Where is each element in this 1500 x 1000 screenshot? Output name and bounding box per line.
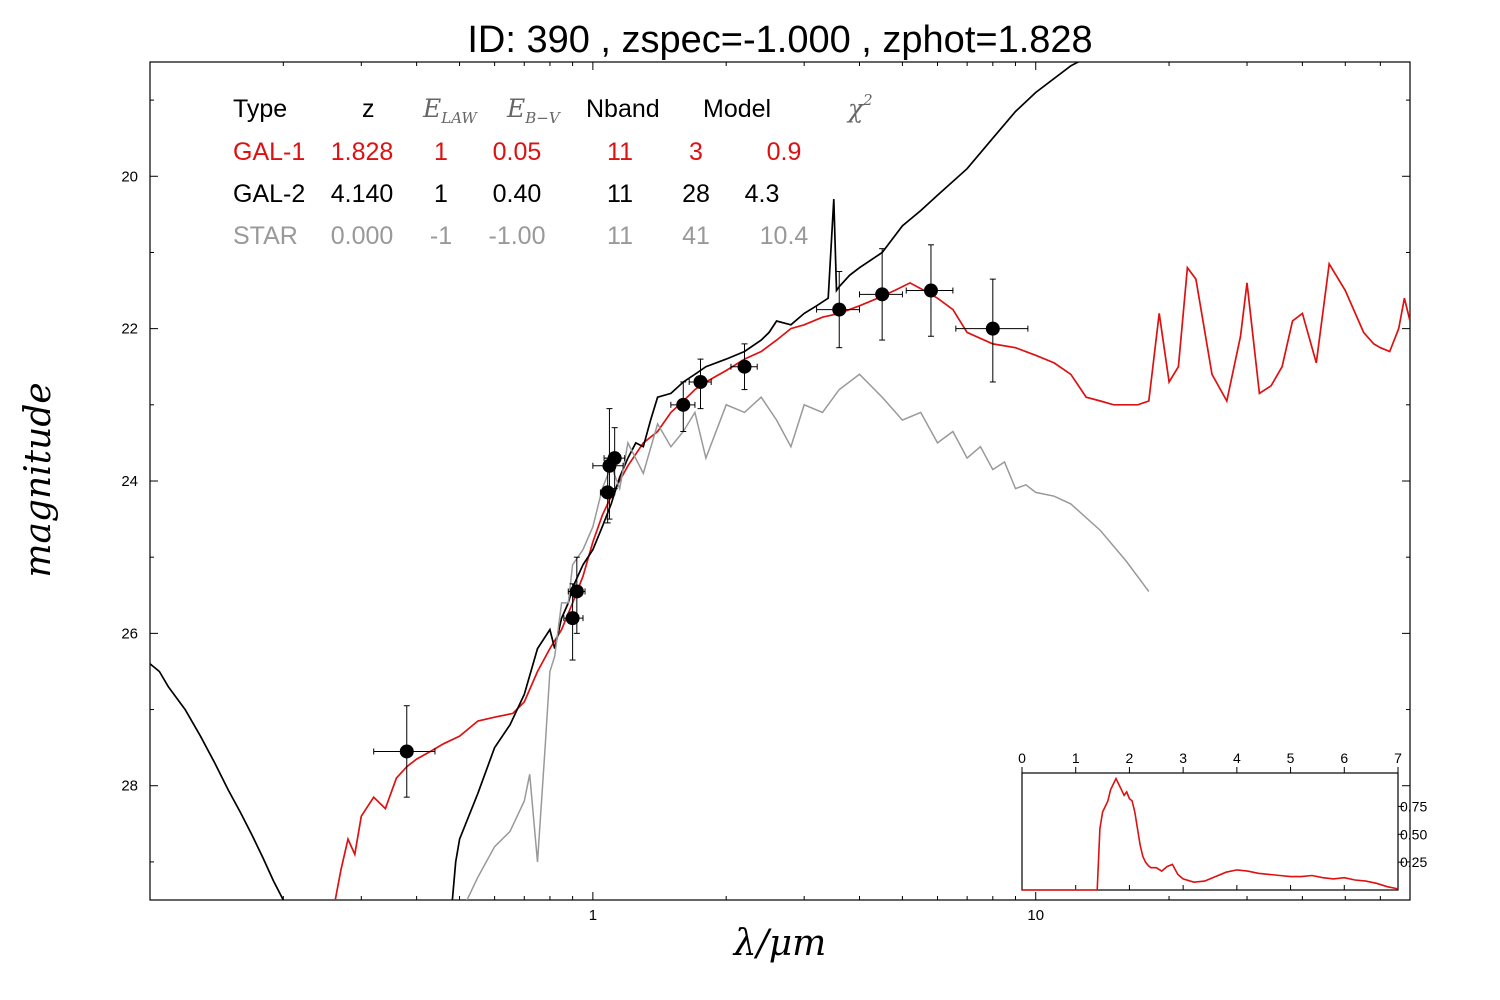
table-header-ebv-e: E: [506, 94, 525, 123]
table-header-chi2-chi: χ: [846, 94, 865, 123]
x-tick-label: 10: [1027, 907, 1044, 924]
data-point: [858, 248, 903, 341]
data-marker: [607, 451, 622, 466]
inset-x-tick-label: 2: [1126, 750, 1134, 766]
data-point: [688, 358, 712, 410]
inset-x-tick-label: 3: [1179, 750, 1187, 766]
data-point: [955, 278, 1029, 383]
table-header-ebv: EB−V: [506, 94, 562, 127]
table-cell-ebv: -1.00: [489, 222, 546, 250]
data-point: [816, 271, 860, 349]
data-marker: [676, 397, 691, 412]
data-marker: [693, 374, 708, 389]
table-header-nband: Nband: [586, 95, 660, 123]
data-marker: [600, 485, 615, 500]
table-header-type: Type: [233, 95, 287, 123]
y-axis-label: magnitude: [18, 382, 59, 577]
data-marker: [923, 283, 938, 298]
table-row-gal-1: GAL-1 1.828 1 0.05 11 3 0.9: [233, 138, 801, 166]
y-tick-label: 20: [121, 168, 138, 185]
x-axis: 1 10: [149, 62, 1411, 924]
table-cell-z: 1.828: [331, 138, 394, 166]
table-cell-ebv: 0.40: [493, 180, 542, 208]
table-header-chi2-sup: 2: [862, 91, 873, 109]
table-header-z: z: [362, 95, 375, 123]
inset-x-tick-label: 1: [1072, 750, 1080, 766]
table-header-ebv-sub: B−V: [524, 109, 562, 127]
x-axis-label: λ/μm: [732, 923, 826, 964]
plot-area: [150, 62, 1410, 900]
table-cell-type: STAR: [233, 222, 298, 250]
pdz-curve: [1022, 776, 1398, 891]
table-cell-chi2: 4.3: [745, 180, 780, 208]
table-cell-chi2: 10.4: [760, 222, 809, 250]
data-point: [670, 381, 696, 432]
inset-frame: [1021, 772, 1399, 891]
inset-x-tick-label: 7: [1394, 750, 1402, 766]
data-marker: [737, 359, 752, 374]
inset-y-tick-label: 0.25: [1400, 854, 1427, 870]
data-point: [592, 408, 624, 520]
table-cell-type: GAL-1: [233, 138, 305, 166]
table-header-model: Model: [703, 95, 771, 123]
table-header-elaw-sub: LAW: [440, 109, 478, 127]
series-line-gal2: [150, 62, 1081, 900]
table-cell-model: 41: [682, 222, 710, 250]
inset-x-tick-label: 6: [1340, 750, 1348, 766]
inset-y-tick-label: 0.50: [1400, 826, 1427, 842]
table-header-chi2: χ2: [846, 91, 873, 123]
table-cell-chi2: 0.9: [767, 138, 802, 166]
data-point: [730, 343, 758, 391]
data-point: [603, 427, 626, 490]
series-line-star: [466, 373, 1150, 900]
table-cell-nband: 11: [607, 138, 633, 166]
table-cell-elaw: -1: [430, 222, 452, 250]
data-marker: [875, 287, 890, 302]
y-tick-label: 28: [121, 778, 138, 795]
data-point: [567, 556, 586, 634]
inset-x-tick-label: 0: [1018, 750, 1026, 766]
data-marker: [569, 584, 584, 599]
table-row-gal-2: GAL-2 4.140 1 0.40 11 28 4.3: [233, 180, 779, 208]
table-cell-ebv: 0.05: [493, 138, 542, 166]
chart-title: ID: 390 , zspec=-1.000 , zphot=1.828: [467, 19, 1092, 61]
table-row-star: STAR 0.000 -1 -1.00 11 41 10.4: [233, 222, 808, 250]
table-cell-nband: 11: [607, 180, 633, 208]
pdz-inset: 0 1 2 3 4 5 6 7 0.25 0.50 0.75: [1018, 750, 1427, 891]
inset-x-tick-label: 5: [1287, 750, 1295, 766]
table-cell-type: GAL-2: [233, 180, 305, 208]
table-cell-z: 4.140: [331, 180, 394, 208]
data-marker: [832, 302, 847, 317]
x-tick-label: 1: [589, 907, 597, 924]
inset-y-tick-label: 0.75: [1400, 798, 1427, 814]
table-cell-model: 28: [682, 180, 710, 208]
data-marker: [399, 744, 414, 759]
table-cell-z: 0.000: [331, 222, 394, 250]
table-cell-nband: 11: [607, 222, 633, 250]
data-point: [905, 244, 954, 337]
data-marker: [985, 321, 1000, 336]
y-tick-label: 26: [121, 625, 138, 642]
table-cell-model: 3: [689, 138, 703, 166]
y-tick-label: 22: [121, 321, 138, 338]
table-header-elaw: ELAW: [422, 94, 478, 127]
inset-x-tick-label: 4: [1233, 750, 1241, 766]
table-header-elaw-e: E: [422, 94, 441, 123]
y-tick-label: 24: [121, 473, 138, 490]
table-cell-elaw: 1: [434, 180, 448, 208]
data-point: [373, 705, 436, 798]
fit-results-table: Type z ELAW EB−V Nband Model χ2 GAL-1 1.8…: [233, 91, 873, 250]
table-cell-elaw: 1: [434, 138, 448, 166]
data-marker: [565, 611, 580, 626]
